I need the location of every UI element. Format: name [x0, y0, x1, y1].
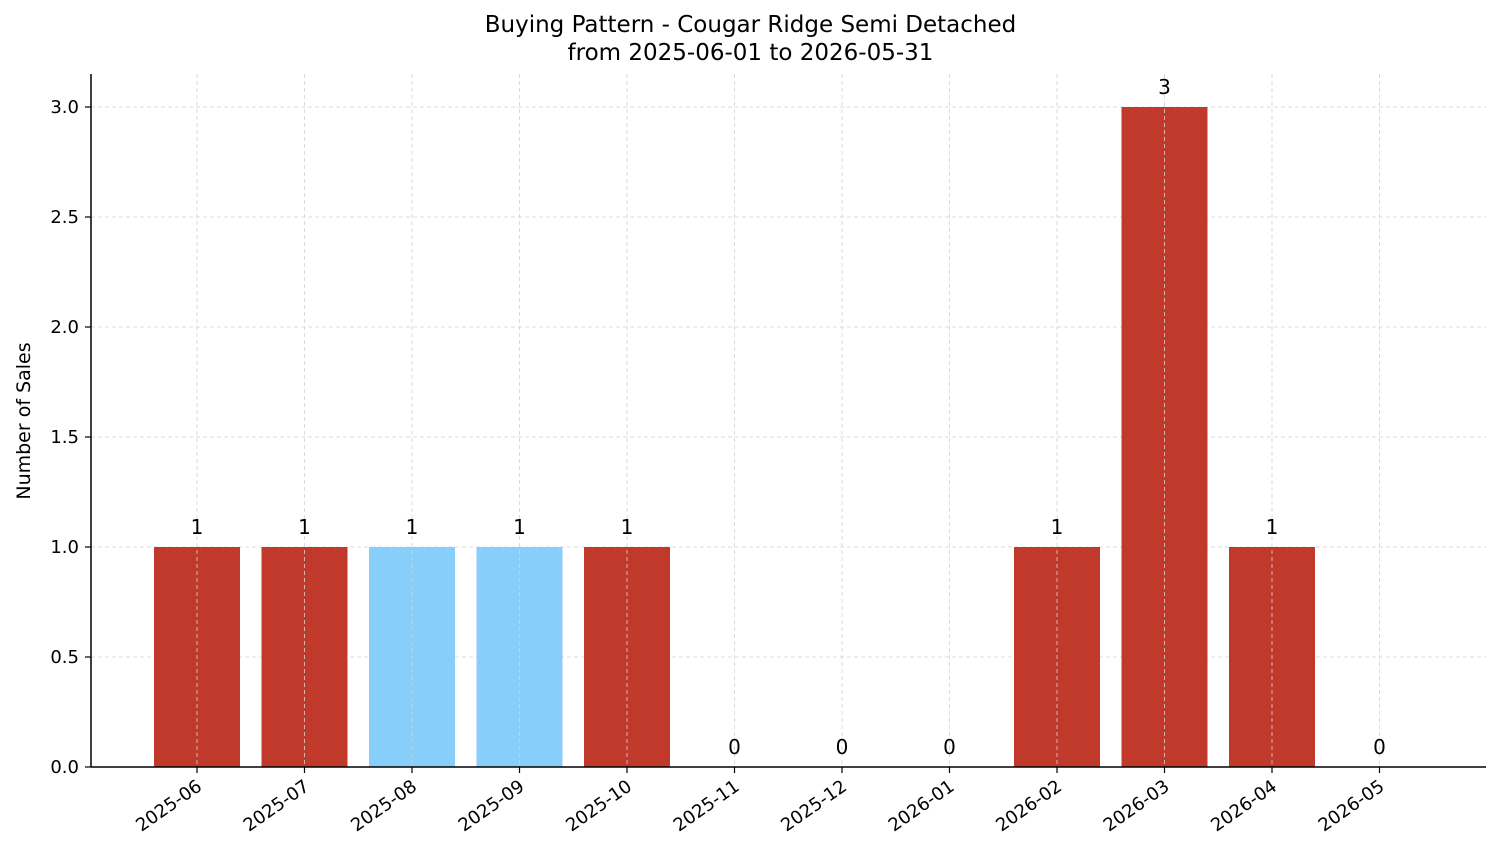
chart-title: Buying Pattern - Cougar Ridge Semi Detac…	[484, 12, 1017, 38]
bar-value-label: 1	[1051, 515, 1064, 539]
x-tick-label: 2025-11	[670, 776, 744, 836]
y-tick-label: 3.0	[50, 97, 79, 118]
x-tick-label: 2026-03	[1100, 776, 1174, 836]
bars	[154, 107, 1315, 767]
bar-value-label: 1	[406, 515, 419, 539]
y-tick-label: 0.5	[50, 647, 79, 668]
bar-value-label: 1	[298, 515, 311, 539]
x-tick-label: 2025-10	[562, 776, 636, 836]
chart-subtitle: from 2025-06-01 to 2026-05-31	[567, 40, 934, 66]
bar-value-label: 3	[1158, 75, 1171, 99]
x-tick-label: 2026-02	[992, 776, 1066, 836]
bar-value-label: 0	[943, 735, 956, 759]
axes	[85, 74, 1486, 773]
bar-value-label: 0	[728, 735, 741, 759]
bar-value-label: 0	[1373, 735, 1386, 759]
x-tick-label: 2025-12	[777, 776, 851, 836]
y-tick-label: 1.5	[50, 427, 79, 448]
bar	[1121, 107, 1208, 767]
x-tick-label: 2026-05	[1315, 776, 1389, 836]
bar-value-label: 0	[836, 735, 849, 759]
y-tick-label: 0.0	[50, 757, 79, 778]
y-axis-label: Number of Sales	[13, 342, 35, 499]
bar-value-label: 1	[621, 515, 634, 539]
y-tick-label: 1.0	[50, 537, 79, 558]
x-tick-label: 2025-06	[132, 776, 206, 836]
x-tick-label: 2026-04	[1207, 776, 1281, 836]
bar-value-label: 1	[1266, 515, 1279, 539]
bar-value-label: 1	[513, 515, 526, 539]
x-tick-label: 2026-01	[885, 776, 959, 836]
y-tick-label: 2.0	[50, 317, 79, 338]
bar-value-label: 1	[191, 515, 204, 539]
x-tick-label: 2025-09	[455, 776, 529, 836]
y-tick-label: 2.5	[50, 207, 79, 228]
x-tick-label: 2025-07	[240, 776, 314, 836]
x-tick-label: 2025-08	[347, 776, 421, 836]
vertical-grid-lines	[196, 74, 1380, 767]
value-labels: 1 1 1 1 1 0 0 0 1 3 1 0	[191, 75, 1386, 759]
